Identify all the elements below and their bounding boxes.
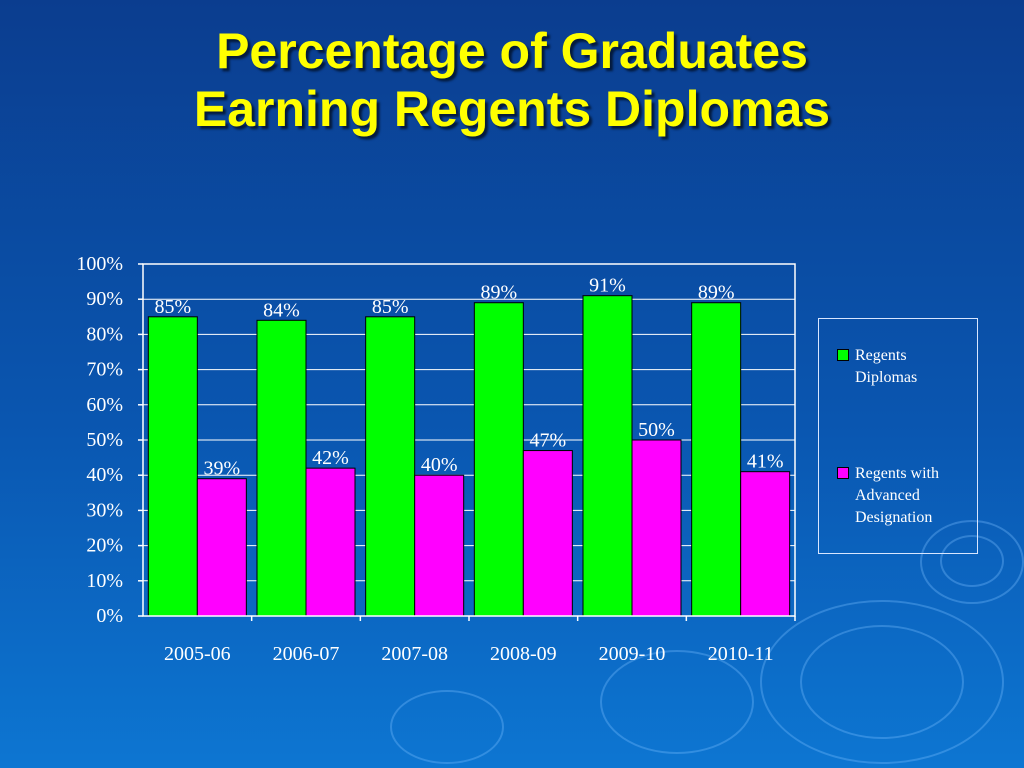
bar-regents-diplomas [365,316,416,617]
bars [147,295,791,617]
legend-label-line: Regents [855,347,907,364]
legend-swatch-advanced [837,467,849,479]
x-category-label: 2008-09 [490,643,557,665]
data-label: 41% [747,451,784,473]
y-tick-label: 30% [86,499,123,521]
bar-regents-diplomas [473,302,524,617]
y-tick-label: 50% [86,429,123,451]
x-category-label: 2005-06 [164,643,231,665]
data-label: 84% [263,299,300,321]
bar-regents-diplomas [147,316,198,617]
legend-label-line: Advanced [855,487,920,504]
legend-label-advanced: Regents with Advanced Designation [855,463,975,529]
grid-lines [143,298,795,582]
legend-label-regents: Regents Diplomas [855,345,975,389]
slide-title-line-2: Earning Regents Diplomas [193,81,831,137]
bar-regents-advanced [305,467,356,617]
y-tick-label: 80% [86,323,123,345]
data-label: 85% [372,296,409,318]
x-category-label: 2009-10 [599,643,666,665]
chart-legend: Regents Diplomas Regents with Advanced D… [818,318,978,554]
data-label: 89% [480,282,517,304]
data-label: 39% [203,458,240,480]
data-label: 89% [698,282,735,304]
legend-label-line: Regents with [855,465,939,482]
y-tick-label: 100% [76,253,123,275]
bar-regents-diplomas [691,302,742,617]
decorative-ripple [760,600,1004,764]
decorative-ripple [390,690,504,764]
legend-item-regents: Regents Diplomas [837,345,975,389]
legend-label-line: Designation [855,509,933,526]
bar-regents-diplomas [256,319,307,617]
bar-regents-advanced [522,450,573,617]
x-category-label: 2010-11 [708,643,774,665]
legend-swatch-regents [837,349,849,361]
data-label: 91% [589,275,626,297]
y-tick-label: 90% [86,288,123,310]
y-tick-label: 0% [96,605,123,627]
data-label: 40% [421,454,458,476]
y-tick-label: 10% [86,570,123,592]
bar-regents-advanced [740,471,791,617]
data-label: 42% [312,447,349,469]
bar-regents-advanced [631,439,682,617]
y-tick-label: 60% [86,394,123,416]
labels: 0% 10% 20% 30% 40% 50% 60% 70% 80% 90% 100% 85% 39% 2… [76,253,783,665]
y-tick-label: 20% [86,535,123,557]
bar-regents-advanced [196,478,247,617]
legend-label-line: Diplomas [855,369,918,386]
axes [138,263,796,621]
x-category-label: 2007-08 [381,643,448,665]
slide-title: Percentage of Graduates Earning Regents … [0,22,1024,138]
data-label: 85% [154,296,191,318]
decorative-ripple [920,520,1024,604]
y-tick-label: 70% [86,359,123,381]
decorative-ripple [800,625,964,739]
slide-title-line-1: Percentage of Graduates [216,23,808,79]
y-tick-label: 40% [86,464,123,486]
bar-regents-advanced [414,474,465,617]
data-label: 50% [638,419,675,441]
x-category-label: 2006-07 [273,643,340,665]
decorative-ripple [600,650,754,754]
bar-regents-diplomas [582,295,633,617]
legend-item-advanced: Regents with Advanced Designation [837,463,975,529]
decorative-ripple [940,535,1004,587]
data-label: 47% [529,430,566,452]
